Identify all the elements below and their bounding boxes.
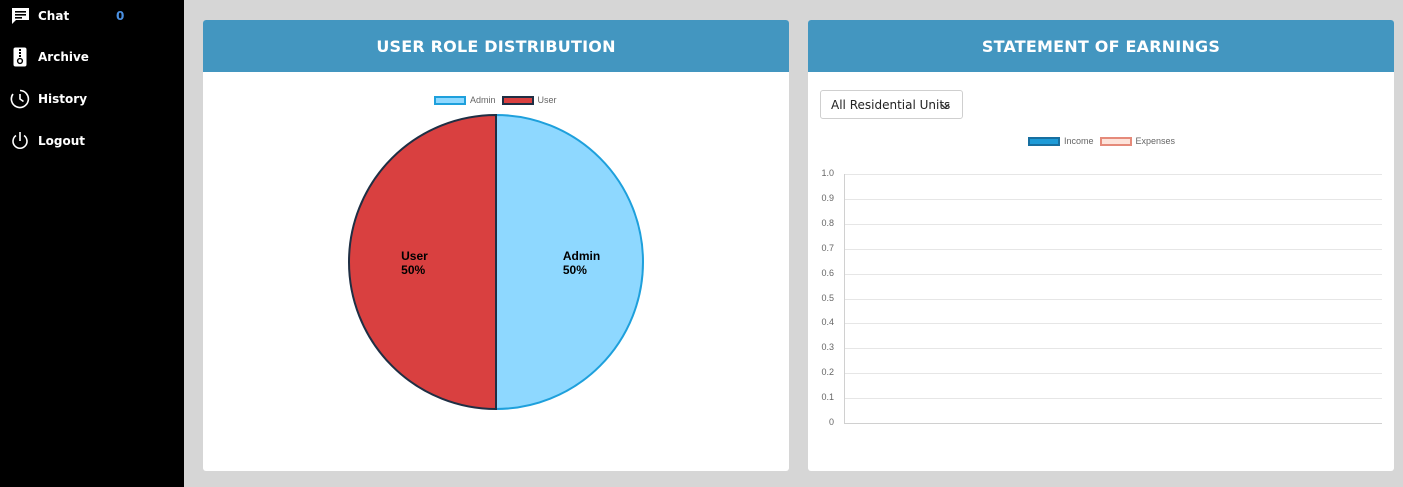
pie-slice-label: Admin bbox=[563, 249, 600, 263]
gridline bbox=[844, 323, 1382, 325]
legend-swatch bbox=[434, 95, 466, 105]
pie-slice-user[interactable] bbox=[348, 113, 497, 411]
logout-icon bbox=[10, 131, 30, 151]
legend-label: User bbox=[537, 95, 557, 105]
legend-item-expenses[interactable]: Expenses bbox=[1099, 136, 1176, 146]
gridline bbox=[844, 273, 1382, 275]
legend-item-income[interactable]: Income bbox=[1028, 136, 1094, 146]
sidebar: Chat 0 Archive History bbox=[0, 0, 184, 487]
legend-label: Income bbox=[1064, 136, 1094, 146]
gridline bbox=[844, 348, 1382, 350]
y-tick-label: 0.7 bbox=[821, 242, 834, 253]
user-role-card: USER ROLE DISTRIBUTION Admin User Admin 5… bbox=[203, 20, 789, 471]
chat-icon bbox=[10, 6, 30, 26]
y-tick-label: 0.4 bbox=[821, 317, 834, 328]
legend-swatch bbox=[1028, 136, 1060, 146]
archive-icon bbox=[10, 47, 30, 67]
y-tick-label: 0.1 bbox=[821, 392, 834, 403]
gridline bbox=[844, 174, 1382, 175]
gridline bbox=[844, 198, 1382, 200]
unit-select[interactable]: All Residential Units bbox=[820, 90, 963, 119]
sidebar-item-logout[interactable]: Logout bbox=[10, 131, 85, 151]
legend-item-user[interactable]: User bbox=[501, 95, 557, 105]
bar-legend: Income Expenses bbox=[1028, 136, 1181, 146]
unit-select-value: All Residential Units bbox=[831, 97, 951, 112]
gridline bbox=[844, 423, 1382, 424]
y-tick-label: 0.2 bbox=[821, 367, 834, 378]
pie-slice-percent: 50% bbox=[563, 263, 587, 277]
sidebar-item-label: Chat bbox=[38, 9, 70, 23]
card-title: USER ROLE DISTRIBUTION bbox=[203, 20, 789, 72]
earnings-card: STATEMENT OF EARNINGS All Residential Un… bbox=[808, 20, 1394, 471]
chat-count-badge: 0 bbox=[116, 9, 125, 23]
y-tick-label: 0.8 bbox=[821, 217, 834, 228]
gridline bbox=[844, 298, 1382, 300]
y-axis-line bbox=[844, 174, 845, 423]
y-tick-label: 0.9 bbox=[821, 192, 834, 203]
gridline bbox=[844, 248, 1382, 250]
y-tick-label: 0.5 bbox=[821, 292, 834, 303]
earnings-bar-chart: 1.0 0.9 0.8 0.7 0.6 0.5 0.4 0.3 0.2 0.1 0 bbox=[808, 154, 1394, 427]
sidebar-item-label: History bbox=[38, 92, 88, 106]
legend-swatch bbox=[1099, 136, 1132, 146]
chevron-down-icon bbox=[940, 99, 950, 113]
legend-label: Admin bbox=[470, 95, 496, 105]
gridline bbox=[844, 398, 1382, 400]
history-icon bbox=[10, 89, 30, 109]
gridline bbox=[844, 223, 1382, 225]
sidebar-item-chat[interactable]: Chat bbox=[10, 6, 69, 26]
y-tick-label: 0 bbox=[828, 417, 834, 427]
legend-swatch bbox=[501, 95, 534, 105]
sidebar-item-archive[interactable]: Archive bbox=[10, 47, 89, 67]
sidebar-item-label: Archive bbox=[38, 50, 89, 64]
legend-item-admin[interactable]: Admin bbox=[434, 95, 496, 105]
legend-label: Expenses bbox=[1135, 136, 1176, 146]
sidebar-item-label: Logout bbox=[38, 134, 86, 148]
gridline bbox=[844, 373, 1382, 375]
pie-slice-admin[interactable] bbox=[495, 113, 644, 411]
y-tick-label: 1.0 bbox=[821, 168, 834, 178]
pie-legend: Admin User bbox=[434, 95, 563, 105]
y-tick-label: 0.3 bbox=[821, 342, 834, 353]
pie-slice-label: User bbox=[401, 249, 428, 263]
sidebar-item-history[interactable]: History bbox=[10, 89, 87, 109]
pie-slice-percent: 50% bbox=[401, 263, 425, 277]
y-tick-label: 0.6 bbox=[821, 267, 834, 278]
card-title: STATEMENT OF EARNINGS bbox=[808, 20, 1394, 72]
